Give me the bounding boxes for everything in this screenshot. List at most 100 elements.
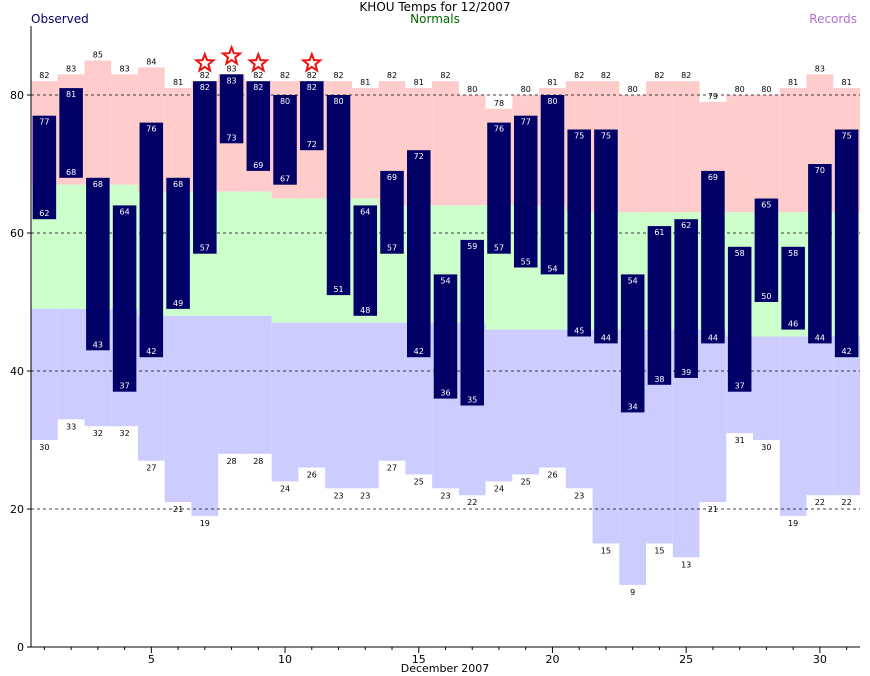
y-tick-label: 20 bbox=[10, 503, 24, 516]
observed-low-label: 38 bbox=[654, 375, 664, 384]
x-tick-label: 10 bbox=[278, 653, 292, 666]
record-high-label: 81 bbox=[414, 78, 424, 87]
observed-high-label: 80 bbox=[547, 97, 557, 106]
observed-bar bbox=[620, 274, 645, 413]
observed-bar bbox=[808, 164, 832, 344]
record-high-label: 82 bbox=[200, 71, 210, 80]
observed-high-label: 58 bbox=[788, 249, 798, 258]
record-high-label: 80 bbox=[628, 85, 638, 94]
record-low-label: 31 bbox=[735, 436, 745, 445]
record-high-label: 82 bbox=[280, 71, 290, 80]
observed-bar bbox=[647, 226, 672, 385]
observed-bar bbox=[273, 95, 297, 185]
observed-high-label: 81 bbox=[66, 90, 76, 99]
observed-bar bbox=[32, 115, 57, 220]
x-tick-label: 25 bbox=[679, 653, 693, 666]
axes: 0 20 40 60 80 5 10 15 20 25 30 bbox=[10, 26, 860, 666]
record-low-label: 26 bbox=[547, 471, 557, 480]
record-high-band bbox=[726, 95, 754, 213]
observed-low-label: 42 bbox=[146, 347, 156, 356]
record-low-label: 22 bbox=[815, 498, 825, 507]
observed-low-label: 43 bbox=[93, 340, 103, 349]
observed-high-label: 54 bbox=[628, 276, 638, 285]
record-low-label: 30 bbox=[39, 443, 49, 452]
observed-low-label: 49 bbox=[173, 299, 183, 308]
observed-high-label: 62 bbox=[681, 221, 691, 230]
observed-bar bbox=[674, 219, 698, 378]
record-high-band bbox=[111, 74, 138, 185]
record-low-label: 32 bbox=[93, 429, 103, 438]
record-high-label: 80 bbox=[735, 85, 745, 94]
record-low-band bbox=[592, 329, 620, 544]
record-low-band bbox=[485, 329, 513, 482]
normal-band bbox=[57, 184, 85, 309]
observed-high-label: 80 bbox=[280, 97, 290, 106]
record-high-label: 81 bbox=[360, 78, 370, 87]
record-high-band bbox=[351, 88, 379, 199]
record-high-label: 79 bbox=[708, 92, 718, 101]
observed-low-label: 35 bbox=[467, 396, 477, 405]
record-low-band bbox=[699, 329, 727, 503]
observed-high-label: 80 bbox=[333, 97, 343, 106]
observed-bar bbox=[86, 177, 110, 351]
observed-high-label: 68 bbox=[93, 180, 103, 189]
record-low-label: 28 bbox=[253, 457, 263, 466]
record-low-band bbox=[779, 336, 807, 516]
observed-bar bbox=[701, 170, 725, 344]
observed-low-label: 44 bbox=[815, 333, 825, 342]
observed-bar bbox=[193, 81, 217, 254]
record-low-label: 13 bbox=[681, 560, 691, 569]
record-low-band bbox=[271, 322, 299, 482]
normal-band bbox=[244, 191, 272, 316]
record-high-label: 82 bbox=[333, 71, 343, 80]
observed-low-label: 37 bbox=[120, 382, 130, 391]
observed-bar bbox=[219, 74, 244, 144]
observed-low-label: 44 bbox=[601, 333, 611, 342]
record-high-label: 82 bbox=[601, 71, 611, 80]
observed-high-label: 82 bbox=[200, 83, 210, 92]
record-low-label: 23 bbox=[440, 491, 450, 500]
record-low-band bbox=[378, 322, 406, 461]
observed-bar bbox=[754, 198, 779, 302]
record-high-band bbox=[84, 60, 112, 185]
observed-low-label: 39 bbox=[681, 368, 691, 377]
record-high-label: 81 bbox=[788, 78, 798, 87]
observed-high-label: 75 bbox=[842, 132, 852, 141]
record-low-label: 33 bbox=[66, 422, 76, 431]
observed-high-label: 76 bbox=[146, 125, 156, 134]
record-high-label: 84 bbox=[146, 57, 156, 66]
observed-high-label: 69 bbox=[387, 173, 397, 182]
record-high-label: 82 bbox=[654, 71, 664, 80]
record-low-band bbox=[218, 315, 245, 454]
observed-bar bbox=[246, 81, 271, 171]
observed-bar bbox=[139, 122, 164, 358]
record-high-label: 78 bbox=[494, 99, 504, 108]
record-low-band bbox=[806, 336, 834, 496]
record-low-band bbox=[512, 329, 540, 475]
record-low-band bbox=[31, 308, 58, 440]
observed-low-label: 57 bbox=[494, 244, 504, 253]
record-high-label: 81 bbox=[173, 78, 183, 87]
x-axis-label: December 2007 bbox=[401, 662, 490, 675]
observed-low-label: 54 bbox=[547, 264, 557, 273]
observed-bar bbox=[834, 129, 859, 358]
x-tick-label: 15 bbox=[412, 653, 426, 666]
observed-bar bbox=[353, 205, 378, 316]
observed-low-label: 62 bbox=[39, 209, 49, 218]
observed-high-label: 65 bbox=[761, 201, 771, 210]
record-low-label: 19 bbox=[788, 519, 798, 528]
record-stars bbox=[193, 44, 323, 73]
record-low-band bbox=[833, 336, 860, 496]
record-star-icon bbox=[300, 51, 323, 73]
observed-low-label: 73 bbox=[226, 133, 236, 142]
observed-bar bbox=[166, 177, 190, 309]
record-low-label: 27 bbox=[146, 464, 156, 473]
observed-bar bbox=[540, 95, 565, 275]
observed-bar bbox=[433, 274, 458, 399]
record-low-label: 22 bbox=[842, 498, 852, 507]
observed-high-label: 58 bbox=[735, 249, 745, 258]
record-high-label: 83 bbox=[226, 64, 236, 73]
legend-observed: Observed bbox=[31, 12, 89, 26]
observed-bar bbox=[487, 122, 511, 254]
observed-low-label: 57 bbox=[200, 244, 210, 253]
